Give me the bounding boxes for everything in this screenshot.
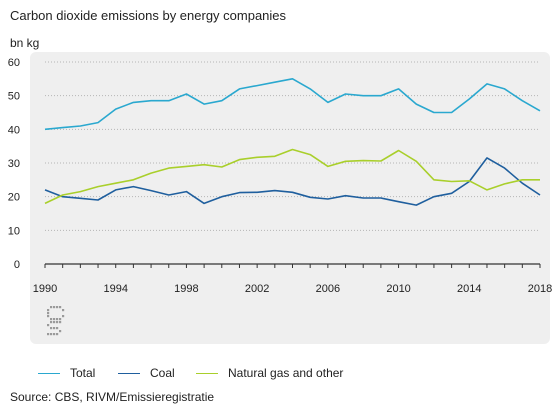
line-chart: 0 10 20 30 40 50 60 1990 1994 1998 2002 2006 2010 201… [8,52,552,344]
x-tick-label: 1994 [103,283,127,295]
x-tick-label: 2014 [457,283,481,295]
legend-label-coal: Coal [150,366,175,380]
x-tick-label: 1998 [174,283,198,295]
y-axis-unit-label: bn kg [10,36,40,50]
series-line-natural-gas-and-other [44,148,540,205]
source-note: Source: CBS, RIVM/Emissieregistratie [10,390,215,404]
legend-label-total: Total [70,366,96,380]
cbs-logo [47,306,65,336]
x-tick-label: 2010 [386,283,410,295]
legend-swatch-coal [118,373,140,374]
legend-swatch-natural-gas [196,373,218,374]
y-tick-label: 20 [8,192,20,204]
series-line-total [44,78,541,131]
plot-background [30,52,550,344]
y-tick-label: 0 [14,259,20,271]
y-tick-label: 40 [8,124,20,136]
chart-title: Carbon dioxide emissions by energy compa… [10,8,287,23]
y-tick-label: 30 [8,158,20,170]
series-line-coal [44,157,541,206]
y-tick-label: 10 [8,225,20,237]
y-tick-label: 50 [8,91,20,103]
x-tick-label: 2002 [245,283,269,295]
y-tick-label: 60 [8,57,20,69]
x-tick-label: 1990 [33,283,57,295]
legend-label-natural-gas: Natural gas and other [228,366,344,380]
x-tick-label: 2006 [316,283,340,295]
legend-swatch-total [38,373,60,374]
x-tick-label: 2018 [528,283,552,295]
